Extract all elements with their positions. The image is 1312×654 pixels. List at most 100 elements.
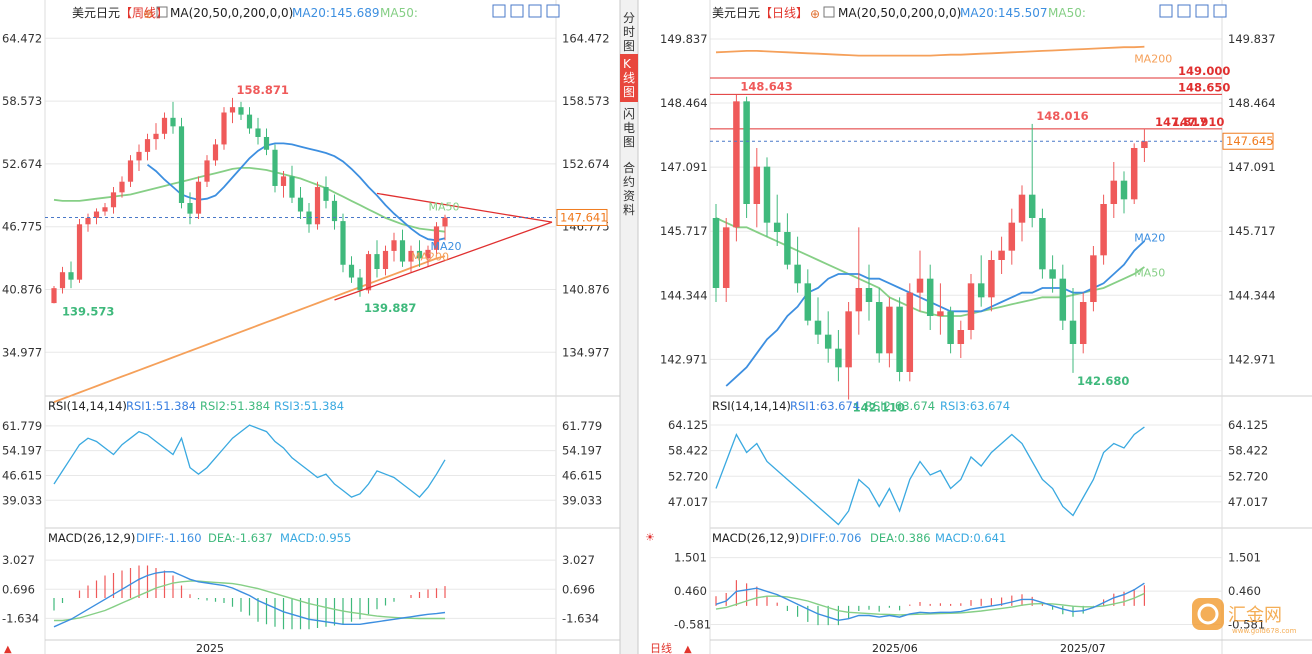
triangle-upper-edge <box>376 192 553 223</box>
left-high-annotation: 158.871 <box>237 83 289 97</box>
left-rsi-header: RSI(14,14,14) RSI1:51.384 RSI2:51.384 RS… <box>48 399 344 413</box>
candle <box>906 283 914 382</box>
candle <box>1069 288 1077 373</box>
left-price-tick-left: 46.775 <box>2 220 42 234</box>
left-indicator-icon[interactable] <box>156 6 168 18</box>
candle-body <box>947 311 954 344</box>
left-rsi-line <box>45 424 556 501</box>
candle <box>794 236 801 293</box>
candle-body <box>221 112 227 145</box>
left-bottom-arrow[interactable]: ▲ <box>4 644 12 654</box>
candle-body <box>835 348 842 368</box>
left-macd-tick-left: 3.027 <box>2 553 35 567</box>
candle <box>1090 246 1097 312</box>
candle-body <box>416 250 423 259</box>
sidebar-char: 约 <box>623 174 635 189</box>
candle <box>442 214 448 241</box>
left-price-tick-right: 152.674 <box>562 157 610 171</box>
candle-body <box>51 288 57 304</box>
left-maximize-icon[interactable] <box>546 4 560 18</box>
left-price-tick-right: 158.573 <box>562 94 610 108</box>
right-high-annotation: 148.643 <box>740 80 792 94</box>
level-147817-label: 147.817 <box>1155 115 1207 129</box>
left-rsi-title: RSI(14,14,14) <box>48 399 127 413</box>
left-export-icon[interactable] <box>528 4 542 18</box>
left-macd-tick-left: 0.696 <box>2 582 35 596</box>
candle-body <box>272 149 278 186</box>
candle <box>76 218 83 283</box>
candle <box>51 286 57 304</box>
sidebar-item-2[interactable]: 闪电图 <box>623 107 635 149</box>
candle <box>433 222 440 257</box>
left-price-tick-right: 164.472 <box>562 31 610 45</box>
left-ma20-tag: MA20 <box>431 240 462 253</box>
right-price-tick-left: 144.344 <box>660 288 708 302</box>
macd-dea-series <box>715 592 1145 616</box>
right-layout-icon[interactable] <box>1177 4 1191 18</box>
right-export-icon[interactable] <box>1195 4 1209 18</box>
right-period-tab[interactable]: 日线 <box>650 641 672 654</box>
left-ma50-label: MA50: <box>380 6 418 20</box>
candle-body <box>814 320 822 335</box>
candle <box>1059 264 1067 330</box>
sidebar-char: 分 <box>623 11 635 25</box>
sidebar-item-0[interactable]: 分时图 <box>623 11 635 53</box>
left-add-indicator-icon[interactable]: ⊕ <box>143 7 153 21</box>
right-price-tick-left: 147.091 <box>660 160 708 174</box>
candle-body <box>1069 320 1077 344</box>
candle-body <box>59 272 66 289</box>
candle <box>1039 208 1046 279</box>
left-macd-header: MACD(26,12,9) DIFF:-1.160 DEA:-1.637 MAC… <box>48 531 351 545</box>
right-x-label-jun: 2025/06 <box>872 642 918 654</box>
sidebar-char: 电 <box>623 121 635 135</box>
candle-body <box>763 166 771 223</box>
left-macd-tick-right: 3.027 <box>562 553 595 567</box>
right-macd <box>710 557 1222 626</box>
candle-body <box>988 260 995 298</box>
right-low-annotation: 142.110 <box>853 401 905 415</box>
candle-body <box>733 101 740 228</box>
candle-body <box>365 254 372 291</box>
candle <box>365 250 372 294</box>
right-rsi-tick-right: 47.017 <box>1228 495 1268 509</box>
left-zoom-icon[interactable] <box>492 4 506 18</box>
left-period[interactable]: 【周线】 <box>120 6 168 20</box>
right-add-indicator-icon[interactable]: ⊕ <box>810 7 820 21</box>
right-maximize-icon[interactable] <box>1213 4 1227 18</box>
right-ma200-tag: MA200 <box>1134 52 1172 65</box>
right-macd-tick-left: 1.501 <box>674 551 707 565</box>
candle <box>1028 123 1036 228</box>
candle-body <box>1008 222 1016 251</box>
candle <box>348 256 355 283</box>
right-bottom-arrow[interactable]: ▲ <box>684 644 692 654</box>
watermark: 汇金网 www.gold678.com <box>1192 598 1297 635</box>
sidebar-item-1[interactable]: K线图 <box>623 57 635 99</box>
candle <box>408 245 414 273</box>
candle-body <box>784 232 791 265</box>
left-window-controls[interactable] <box>492 4 560 18</box>
right-window-controls[interactable] <box>1159 4 1227 18</box>
right-period[interactable]: 【日线】 <box>760 6 808 20</box>
candle <box>804 269 812 326</box>
left-layout-icon[interactable] <box>510 4 524 18</box>
left-rsi1: RSI1:51.384 <box>126 399 196 413</box>
candle-body <box>937 311 944 316</box>
right-macd-dea: DEA:0.386 <box>870 531 931 545</box>
right-rsi-tick-right: 58.422 <box>1228 444 1268 458</box>
right-zoom-icon[interactable] <box>1159 4 1173 18</box>
candle <box>59 266 66 294</box>
sidebar-char: 资 <box>623 189 635 203</box>
right-settings-icon[interactable]: ☀ <box>645 531 655 544</box>
candle <box>221 107 227 150</box>
right-price-tick-left: 148.464 <box>660 96 708 110</box>
rsi-series <box>715 426 1145 526</box>
left-price-tick-left: 64.472 <box>2 31 42 45</box>
right-macd-tick-right: -0.581 <box>1228 618 1265 632</box>
candle-body <box>433 226 440 250</box>
right-indicator-icon[interactable] <box>823 6 835 18</box>
right-ma20-tag: MA20 <box>1134 231 1165 244</box>
right-ma-params: MA(20,50,0,200,0,0) <box>838 6 961 20</box>
